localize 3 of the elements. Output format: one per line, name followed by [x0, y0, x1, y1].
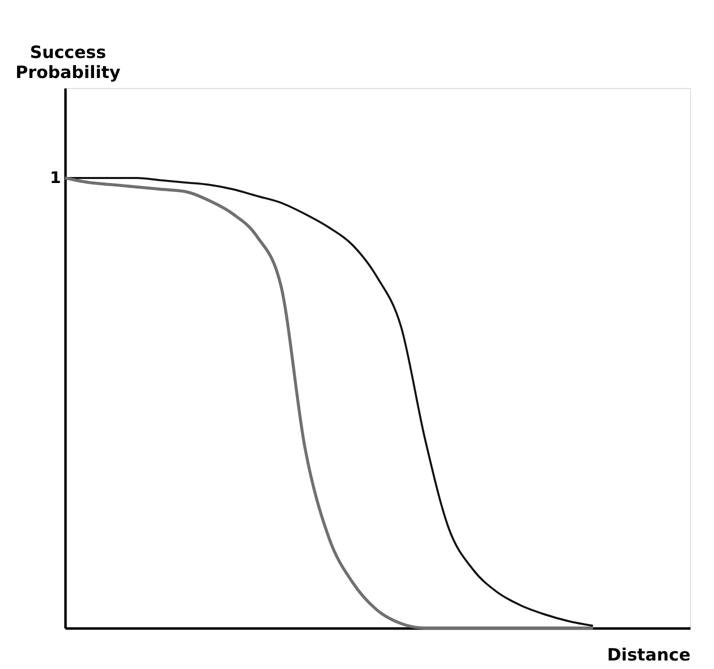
x-axis-title: Distance [607, 646, 690, 666]
text: 1 [50, 168, 61, 187]
text: Success Probability [15, 43, 121, 83]
